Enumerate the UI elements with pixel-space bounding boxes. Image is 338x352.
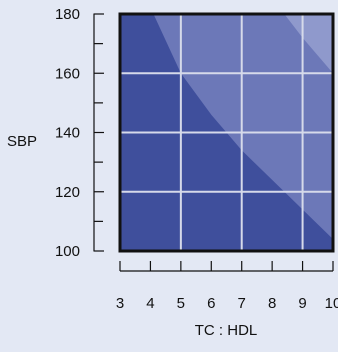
x-tick-label-6: 6: [207, 295, 215, 312]
x-tick-label-3: 3: [116, 295, 124, 312]
x-axis: 3 4 5 6 7 8 9 10: [116, 261, 338, 312]
y-axis: 100 120 140 160 180: [55, 6, 104, 260]
risk-region-2: [153, 14, 333, 240]
grid-lines: [120, 14, 333, 251]
y-tick-label-160: 160: [55, 65, 80, 82]
y-tick-label-140: 140: [55, 125, 80, 142]
plot-frame: [118, 12, 335, 253]
y-tick-label-100: 100: [55, 243, 80, 260]
y-tick-label-180: 180: [55, 6, 80, 23]
x-tick-label-9: 9: [298, 295, 306, 312]
x-tick-label-4: 4: [146, 295, 154, 312]
x-tick-label-10: 10: [325, 295, 338, 312]
y-axis-label: SBP: [7, 133, 37, 150]
risk-region-3: [284, 14, 333, 74]
x-tick-label-8: 8: [268, 295, 276, 312]
x-tick-label-5: 5: [177, 295, 185, 312]
x-axis-label: TC : HDL: [195, 322, 258, 339]
y-tick-label-120: 120: [55, 184, 80, 201]
x-tick-label-7: 7: [238, 295, 246, 312]
